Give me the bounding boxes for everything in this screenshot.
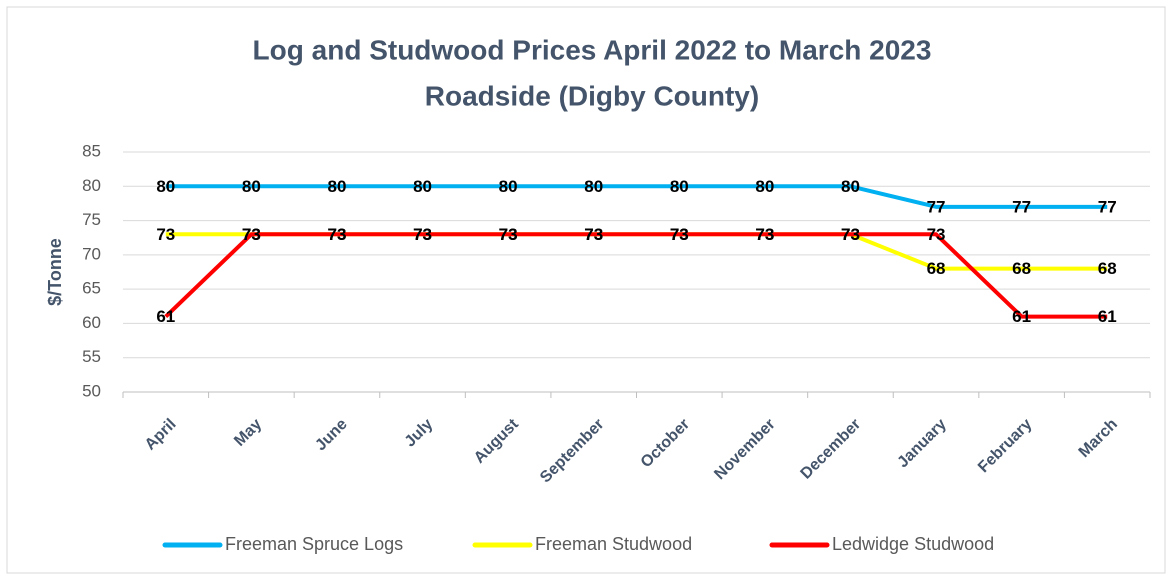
y-tick-label: 85 [82,141,101,160]
data-label: 80 [584,177,603,196]
data-label: 68 [927,259,946,278]
data-label: 73 [413,225,432,244]
y-tick-label: 65 [82,279,101,298]
legend-label: Ledwidge Studwood [832,534,994,554]
data-label: 73 [670,225,689,244]
data-label: 61 [1012,307,1031,326]
data-label: 73 [584,225,603,244]
data-label: 77 [1012,197,1031,216]
series-line [164,232,1108,319]
data-label: 80 [755,177,774,196]
data-label: 68 [1098,259,1117,278]
data-label: 73 [841,225,860,244]
data-label: 77 [1098,197,1117,216]
data-label: 73 [413,225,432,244]
chart-title: Log and Studwood Prices April 2022 to Ma… [253,34,932,65]
y-tick-label: 55 [82,347,101,366]
chart-title: Roadside (Digby County) [425,80,759,111]
data-label: 73 [755,225,774,244]
data-label: 73 [499,225,518,244]
data-label: 73 [841,225,860,244]
y-tick-label: 60 [82,313,101,332]
data-label: 61 [1098,307,1117,326]
y-tick-label: 70 [82,244,101,263]
legend-label: Freeman Spruce Logs [225,534,403,554]
series-line [165,184,1108,209]
y-tick-label: 80 [82,176,101,195]
data-label: 73 [242,225,261,244]
data-label: 73 [327,225,346,244]
y-tick-label: 75 [82,210,101,229]
data-label: 80 [413,177,432,196]
data-label: 80 [841,177,860,196]
data-label: 80 [499,177,518,196]
data-label: 73 [156,225,175,244]
data-label: 73 [670,225,689,244]
data-label: 73 [242,225,261,244]
data-label: 80 [327,177,346,196]
data-label: 80 [670,177,689,196]
data-label: 77 [927,197,946,216]
data-label: 73 [755,225,774,244]
data-label: 80 [242,177,261,196]
data-label: 80 [156,177,175,196]
data-label: 73 [927,225,946,244]
data-label: 73 [584,225,603,244]
y-axis-label: $/Tonne [45,238,65,306]
data-label: 68 [1012,259,1031,278]
y-tick-label: 50 [82,381,101,400]
data-label: 61 [156,307,175,326]
legend-label: Freeman Studwood [535,534,692,554]
chart-frame [6,6,1166,574]
data-label: 73 [499,225,518,244]
data-label: 73 [327,225,346,244]
